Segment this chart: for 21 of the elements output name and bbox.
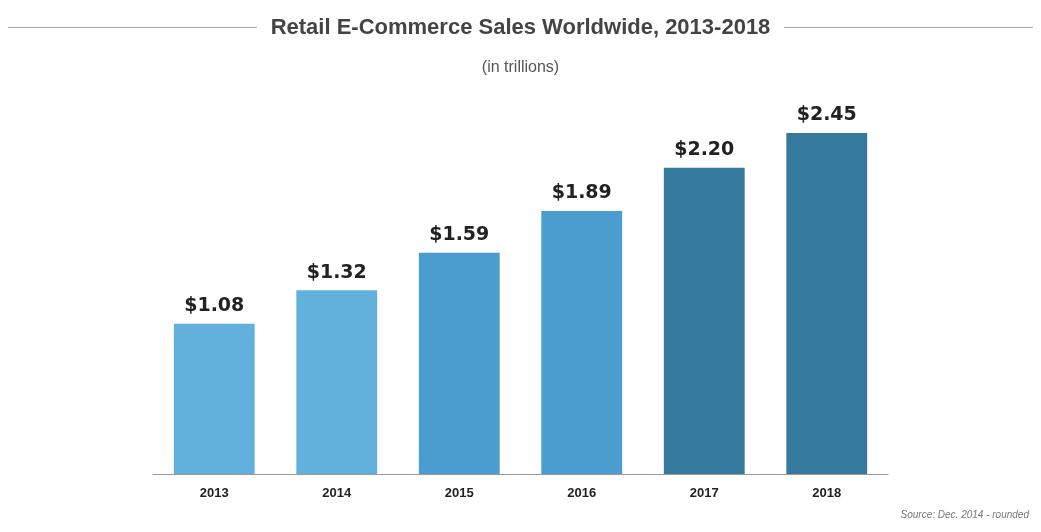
data-label: $2.20	[674, 137, 735, 160]
x-tick-label: 2016	[567, 485, 597, 500]
x-tick-label: 2013	[199, 485, 229, 500]
bar	[541, 210, 623, 474]
x-tick-label: 2015	[444, 485, 474, 500]
bar	[418, 252, 500, 474]
bar	[663, 167, 745, 474]
data-label: $1.32	[306, 259, 367, 282]
x-tick-label: 2017	[689, 485, 719, 500]
chart-title: Retail E-Commerce Sales Worldwide, 2013-2018	[270, 14, 771, 40]
data-label: $1.59	[429, 222, 490, 245]
data-label: $1.89	[551, 180, 612, 203]
chart-subtitle: (in trillions)	[480, 58, 561, 76]
bar	[296, 290, 378, 474]
x-tick-label: 2018	[812, 485, 842, 500]
bar	[173, 323, 255, 474]
data-label: $1.08	[184, 293, 245, 316]
x-tick-label: 2014	[322, 485, 352, 500]
data-label: $2.45	[796, 102, 857, 125]
bar	[786, 132, 868, 474]
source-note: Source: Dec. 2014 - rounded	[900, 509, 1029, 520]
